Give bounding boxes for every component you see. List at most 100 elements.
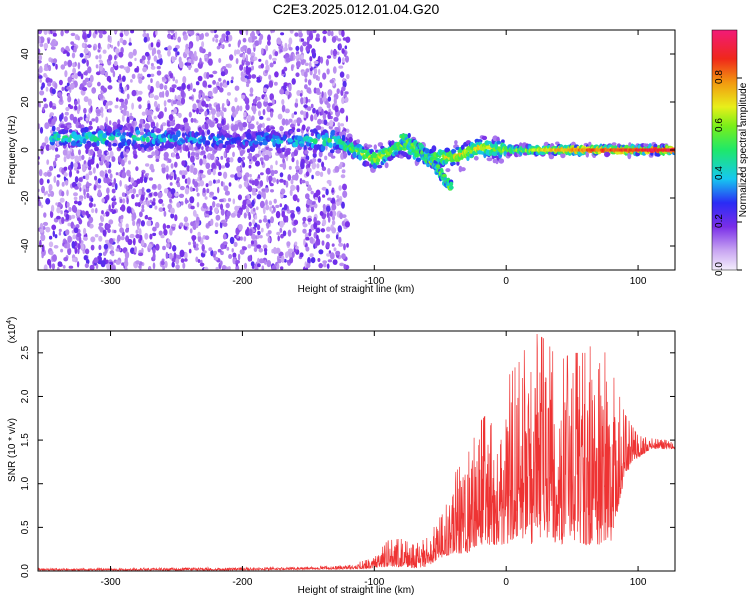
branch-blob — [434, 161, 438, 165]
noise-speck — [228, 182, 232, 187]
noise-speck — [287, 229, 292, 237]
noise-speck — [282, 48, 287, 52]
ridge-blob — [135, 129, 141, 135]
noise-speck — [196, 192, 200, 197]
noise-speck — [141, 55, 146, 61]
snr-x-ticks: -300 -200 -100 0 100 — [101, 331, 647, 588]
y-tick-label: 0 — [20, 147, 31, 153]
noise-speck — [63, 172, 68, 178]
noise-speck — [104, 156, 109, 160]
noise-speck — [80, 73, 84, 80]
noise-speck — [339, 262, 345, 267]
ridge-blob — [116, 132, 122, 136]
noise-speck — [315, 74, 319, 81]
noise-speck — [71, 52, 76, 59]
noise-speck — [74, 105, 78, 111]
noise-speck — [262, 108, 266, 116]
noise-speck — [199, 57, 202, 65]
noise-speck — [74, 100, 78, 105]
noise-speck — [51, 263, 56, 270]
noise-speck — [277, 113, 283, 120]
noise-speck — [317, 158, 322, 163]
noise-speck — [285, 215, 289, 223]
noise-speck — [115, 97, 119, 102]
noise-speck — [218, 58, 222, 63]
noise-speck — [245, 103, 250, 111]
noise-speck — [248, 212, 251, 217]
noise-speck — [129, 112, 133, 117]
noise-speck — [146, 220, 152, 227]
noise-speck — [43, 73, 47, 78]
noise-speck — [306, 44, 313, 49]
noise-speck — [258, 37, 262, 45]
noise-speck — [230, 79, 234, 84]
noise-speck — [83, 227, 87, 235]
noise-speck — [67, 235, 72, 243]
noise-speck — [122, 109, 127, 116]
noise-speck — [137, 218, 141, 224]
noise-speck — [79, 53, 84, 58]
ridge-blob — [279, 154, 286, 159]
noise-speck — [342, 183, 347, 191]
noise-speck — [86, 192, 90, 199]
noise-speck — [93, 203, 96, 207]
noise-speck — [276, 178, 279, 185]
noise-speck — [110, 264, 116, 270]
noise-speck — [275, 160, 278, 166]
noise-speck — [309, 61, 312, 69]
noise-speck — [142, 32, 148, 38]
noise-speck — [243, 236, 247, 242]
noise-speck — [209, 205, 213, 212]
noise-speck — [248, 164, 252, 169]
noise-speck — [305, 193, 310, 200]
noise-speck — [259, 116, 264, 120]
noise-speck — [333, 116, 339, 122]
ridge-blob — [205, 140, 211, 146]
noise-speck — [257, 144, 261, 150]
noise-speck — [327, 259, 333, 263]
noise-speck — [188, 96, 193, 100]
noise-speck — [147, 114, 153, 122]
noise-speck — [287, 174, 292, 181]
noise-speck — [190, 82, 193, 91]
noise-speck — [219, 87, 224, 93]
noise-speck — [311, 48, 316, 55]
ridge-blob — [366, 144, 373, 148]
noise-speck — [74, 73, 78, 80]
noise-speck — [206, 72, 210, 80]
noise-speck — [77, 98, 80, 105]
noise-speck — [326, 179, 332, 184]
noise-speck — [68, 103, 71, 108]
noise-speck — [188, 43, 192, 49]
noise-speck — [180, 89, 185, 98]
noise-speck — [87, 98, 92, 106]
branch-blob — [435, 164, 441, 169]
noise-speck — [186, 165, 190, 172]
noise-speck — [128, 208, 131, 214]
colorbar-ticks: 0.0 0.2 0.4 0.6 0.8 — [714, 70, 742, 276]
noise-speck — [330, 49, 333, 56]
noise-speck — [81, 86, 88, 92]
noise-speck — [256, 194, 262, 200]
noise-speck — [303, 71, 308, 78]
noise-speck — [170, 163, 174, 169]
noise-speck — [92, 167, 96, 174]
noise-speck — [261, 265, 265, 270]
noise-speck — [131, 102, 135, 110]
noise-speck — [256, 96, 261, 101]
noise-speck — [313, 60, 319, 65]
noise-speck — [161, 166, 166, 174]
noise-speck — [243, 111, 247, 118]
noise-speck — [253, 178, 259, 187]
noise-speck — [146, 33, 149, 38]
noise-speck — [196, 107, 199, 115]
noise-speck — [303, 96, 306, 105]
noise-speck — [282, 118, 286, 125]
noise-speck — [300, 97, 304, 105]
noise-speck — [207, 169, 212, 175]
noise-speck — [274, 81, 278, 86]
noise-speck — [282, 230, 287, 237]
noise-speck — [167, 50, 171, 57]
noise-speck — [212, 168, 216, 176]
noise-speck — [219, 260, 223, 266]
